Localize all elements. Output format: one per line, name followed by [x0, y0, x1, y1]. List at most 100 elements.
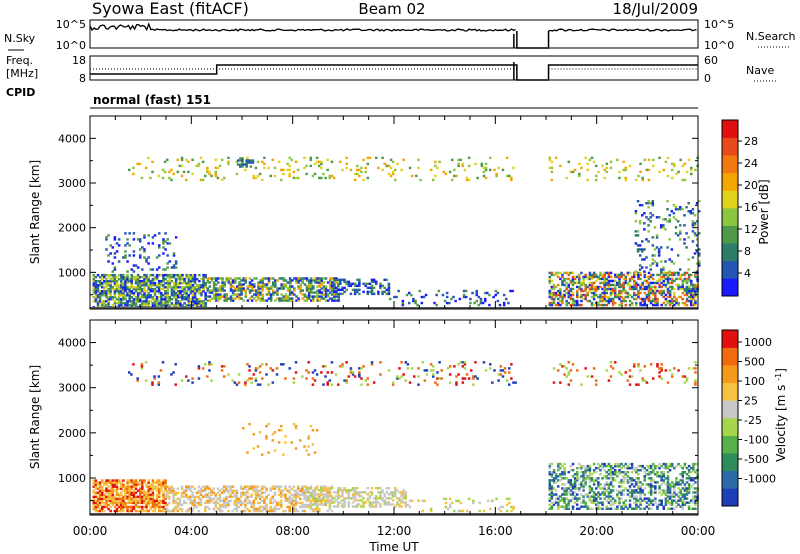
power-cell: [214, 172, 218, 176]
power-cell: [377, 290, 380, 294]
velocity-cell: [231, 495, 234, 499]
velocity-cell: [147, 499, 150, 503]
velocity-cell: [396, 497, 399, 500]
velocity-cell: [569, 493, 573, 496]
velocity-cell: [164, 481, 167, 484]
power-cell: [620, 275, 623, 279]
power-cell: [662, 289, 666, 293]
power-cell: [381, 292, 384, 296]
velocity-cell: [155, 487, 159, 490]
velocity-cell: [616, 475, 619, 478]
power-cell: [563, 279, 566, 283]
velocity-cell: [103, 509, 106, 513]
power-cell: [668, 291, 672, 295]
velocity-cell: [683, 470, 687, 474]
velocity-cell: [132, 485, 136, 488]
power-cell: [620, 291, 623, 295]
power-cell: [280, 168, 283, 172]
power-cell: [160, 283, 163, 287]
velocity-cell: [673, 466, 676, 470]
velocity-cell: [235, 493, 239, 496]
velocity-cell: [681, 499, 685, 502]
power-cell: [639, 285, 642, 289]
power-cell: [292, 170, 296, 174]
velocity-cell: [387, 493, 391, 496]
power-cell: [124, 283, 127, 287]
velocity-cell: [180, 485, 184, 488]
power-cell: [324, 176, 327, 180]
power-cell: [103, 273, 106, 277]
power-cell: [651, 236, 655, 239]
velocity-cell: [328, 489, 332, 492]
power-cell: [554, 156, 558, 160]
velocity-cell: [149, 505, 153, 509]
power-cell: [639, 297, 642, 301]
power-cell: [166, 302, 169, 305]
power-cell: [639, 301, 642, 305]
velocity-cell: [261, 377, 264, 380]
power-cell: [168, 176, 171, 180]
power-cell: [620, 283, 623, 287]
power-cell: [681, 273, 685, 277]
velocity-cell: [692, 468, 695, 472]
velocity-cell: [548, 493, 552, 496]
power-cell: [692, 297, 695, 301]
velocity-cell: [149, 499, 153, 503]
power-cell: [247, 161, 250, 164]
power-cell: [252, 285, 256, 288]
power-cell: [172, 296, 176, 299]
power-colorbar-frame: [721, 119, 739, 297]
power-cell: [164, 294, 167, 297]
velocity-cell: [305, 491, 308, 494]
power-cell: [250, 299, 254, 302]
velocity-cell: [685, 493, 689, 496]
velocity-cell: [620, 493, 623, 496]
velocity-cell: [92, 497, 96, 501]
velocity-cell: [632, 466, 636, 470]
power-cell: [113, 277, 117, 281]
power-cell: [588, 299, 592, 303]
velocity-cell: [280, 491, 283, 494]
power-cell: [174, 281, 178, 285]
velocity-cell: [256, 493, 260, 496]
power-cell: [673, 164, 676, 168]
power-cell: [692, 303, 695, 307]
power-ytick-label: 3000: [58, 177, 86, 190]
power-cell: [107, 298, 110, 301]
power-cell: [320, 287, 324, 290]
power-cell: [168, 285, 172, 289]
power-cell: [128, 288, 131, 291]
velocity-cell: [160, 485, 163, 488]
power-cell: [685, 289, 689, 293]
velocity-cell: [265, 373, 268, 376]
power-cell: [132, 285, 136, 289]
power-cell: [92, 279, 96, 283]
power-cell: [223, 283, 226, 286]
power-cell: [679, 268, 682, 271]
power-cell: [385, 278, 389, 282]
velocity-cell: [651, 485, 655, 488]
velocity-cell: [94, 501, 98, 505]
velocity-cell: [377, 501, 380, 504]
power-cell: [316, 299, 319, 302]
power-cell: [130, 273, 134, 277]
power-cell: [353, 290, 357, 294]
velocity-cell: [122, 497, 125, 501]
power-cell: [115, 242, 119, 245]
power-cell: [212, 287, 216, 290]
velocity-cell: [128, 495, 131, 499]
power-cell: [223, 293, 226, 296]
power-cell: [687, 258, 690, 261]
power-cell: [584, 289, 587, 293]
power-cell: [147, 283, 150, 287]
power-cell: [176, 292, 180, 295]
velocity-cell: [436, 377, 439, 380]
velocity-cell: [423, 369, 427, 372]
power-cell: [132, 275, 136, 279]
power-cell: [208, 281, 212, 284]
power-cell: [160, 281, 163, 285]
velocity-cell: [301, 493, 304, 496]
power-cell: [611, 291, 615, 295]
velocity-cell: [141, 497, 144, 501]
power-cell: [105, 238, 108, 241]
